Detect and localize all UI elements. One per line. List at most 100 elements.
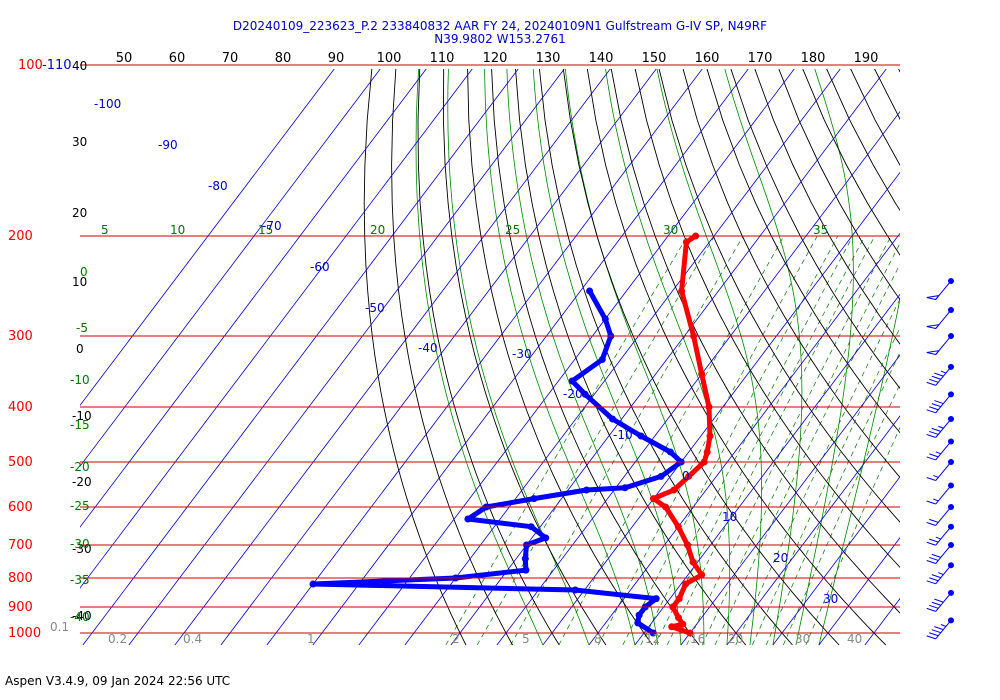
dry-adiabat xyxy=(944,65,1000,645)
moist-adiabat xyxy=(605,69,731,646)
wind-barb-full xyxy=(929,430,939,435)
temperature-profile-point xyxy=(675,595,683,603)
mixing-ratio-line xyxy=(735,298,900,646)
dewpoint-profile-point xyxy=(637,432,645,440)
wind-barb-full xyxy=(929,556,939,561)
wind-barb-full xyxy=(931,629,941,634)
pressure-tick-label: 800 xyxy=(8,571,33,586)
dry-adiabat xyxy=(826,69,900,212)
pressure-tick-label: 900 xyxy=(8,600,33,615)
temperature-profile-point xyxy=(679,620,687,628)
dewpoint-profile-point xyxy=(666,448,674,456)
isotherm-line xyxy=(266,69,703,646)
isotherm-line xyxy=(80,69,381,467)
dry-adiabat xyxy=(968,65,1000,645)
wind-barb-full xyxy=(931,601,941,606)
moist-adiabat xyxy=(656,69,762,646)
wind-barb-full xyxy=(926,381,936,386)
dewpoint-profile-point xyxy=(527,523,535,531)
top-temperature-label: 150 xyxy=(642,51,667,66)
moist-adiabat-top-label: 15 xyxy=(258,223,273,237)
temperature-profile-point xyxy=(670,486,678,494)
isotherm-label: 20 xyxy=(773,551,788,565)
isotherm-label: 0 xyxy=(682,469,690,483)
pressure-tick-label: 700 xyxy=(8,538,33,553)
temperature-profile-point xyxy=(685,472,693,480)
wind-barb xyxy=(926,589,954,612)
mixing-ratio-label: 5 xyxy=(522,632,530,646)
dry-adiabat xyxy=(417,69,560,646)
top-temperature-label: 140 xyxy=(589,51,614,66)
isotherm-line xyxy=(496,110,900,646)
isotherm-label: -90 xyxy=(158,138,178,152)
isotherm-line xyxy=(80,69,335,407)
wind-barb-full xyxy=(926,434,936,438)
wind-barb-full xyxy=(934,400,944,405)
temperature-profile-point xyxy=(703,448,711,456)
isotherm-line xyxy=(404,69,841,646)
left-temperature-label: -10 xyxy=(72,409,92,423)
wind-barb xyxy=(926,482,954,505)
top-temperature-label: 130 xyxy=(536,51,561,66)
wind-barb xyxy=(926,562,954,585)
wind-barb xyxy=(926,438,954,461)
wind-barb-full xyxy=(929,538,939,543)
isotherm-label: -20 xyxy=(563,387,583,401)
temperature-profile-point xyxy=(698,571,706,579)
wind-barb-half xyxy=(938,425,944,429)
dry-adiabat xyxy=(491,69,700,646)
dry-adiabat xyxy=(850,69,900,167)
wind-barb-full xyxy=(926,500,936,505)
wind-barb-full xyxy=(926,409,936,414)
isotherm-line xyxy=(358,69,795,646)
mixing-ratio-label: 20 xyxy=(728,632,743,646)
wind-barb xyxy=(926,617,954,640)
dewpoint-profile-point xyxy=(609,415,616,423)
temperature-profile-point xyxy=(698,370,706,378)
wind-barb-full xyxy=(926,560,936,564)
dewpoint-profile-point xyxy=(598,356,606,363)
top-temperature-label: 50 xyxy=(116,51,133,66)
wind-barb-full xyxy=(926,456,936,461)
top-temperature-label: 160 xyxy=(695,51,720,66)
dry-adiabat xyxy=(610,69,900,614)
moist-adiabat-top-label: 25 xyxy=(505,223,520,237)
wind-barb xyxy=(926,391,954,414)
left-moist-label: -40 xyxy=(70,610,90,624)
wind-barb-full xyxy=(926,607,936,612)
dry-adiabat xyxy=(802,69,900,256)
mixing-ratio-line xyxy=(782,383,900,646)
moist-adiabat xyxy=(795,69,854,646)
mixing-ratio-label: 16 xyxy=(690,632,705,646)
left-moist-label: -5 xyxy=(76,321,88,335)
left-moist-label: -35 xyxy=(70,573,90,587)
dry-adiabat xyxy=(442,69,607,646)
isotherm-label: -40 xyxy=(418,341,438,355)
dewpoint-profile-point xyxy=(568,377,576,385)
mixing-ratio-label: 0.1 xyxy=(50,620,69,634)
wind-barb-full xyxy=(926,635,936,640)
dry-adiabat xyxy=(586,69,887,646)
isotherm-label: -30 xyxy=(512,347,532,361)
dewpoint-profile-point xyxy=(522,566,530,574)
dewpoint-profile-point xyxy=(586,287,594,295)
top-temperature-label: 90 xyxy=(328,51,345,66)
dry-adiabat xyxy=(730,69,900,390)
top-temperature-label: 190 xyxy=(854,51,879,66)
pressure-tick-label: 500 xyxy=(8,455,33,470)
dewpoint-profile-point xyxy=(464,515,472,523)
isotherm-label: 30 xyxy=(823,592,838,606)
wind-barb-half xyxy=(933,498,939,502)
top-temperature-label: 180 xyxy=(801,51,826,66)
wind-barb-flag xyxy=(926,349,941,356)
temperature-profile-point xyxy=(668,623,676,631)
dry-adiabat xyxy=(992,65,1000,645)
isotherm-label: -70 xyxy=(262,219,282,233)
left-temperature-label: 30 xyxy=(72,135,87,149)
left-moist-label: -30 xyxy=(70,537,90,551)
wind-barb-staff xyxy=(935,592,952,612)
dry-adiabat xyxy=(754,69,900,345)
dry-adiabat xyxy=(706,69,900,434)
mixing-ratio-line xyxy=(714,263,900,646)
isotherm-line xyxy=(82,69,519,646)
